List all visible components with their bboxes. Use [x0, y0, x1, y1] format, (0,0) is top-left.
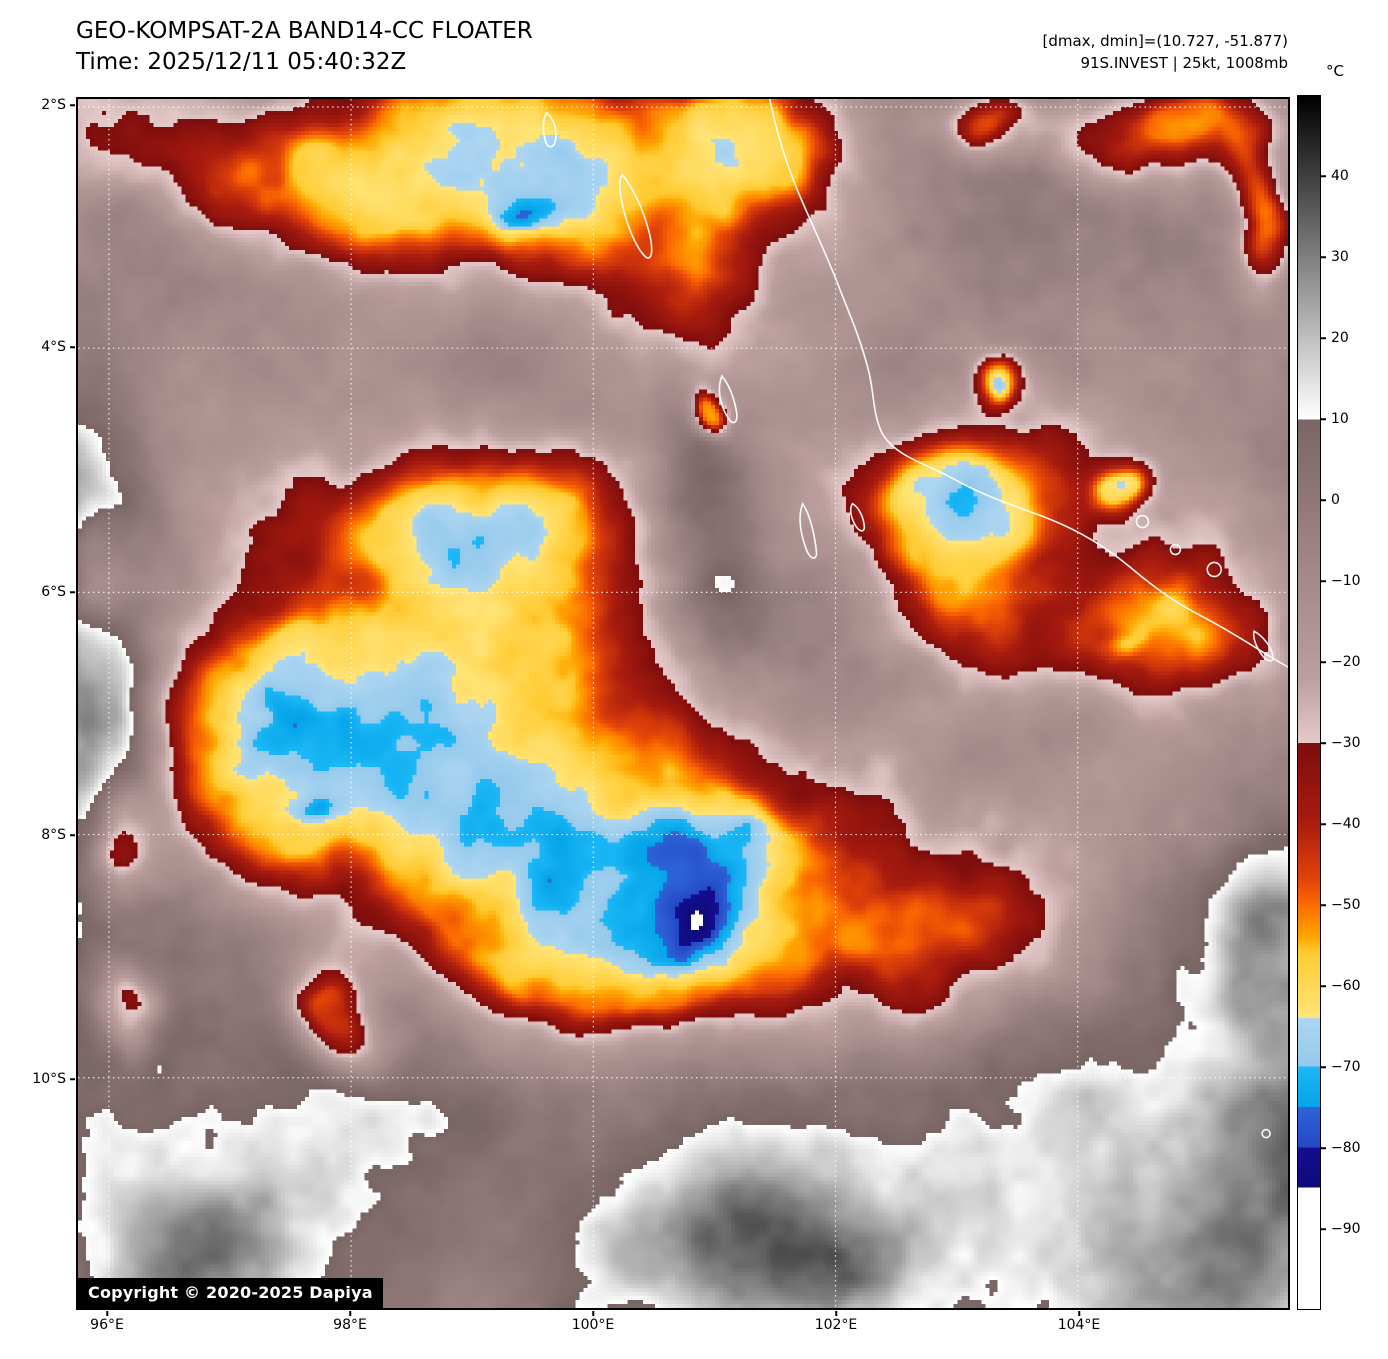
- colorbar-tick-label: 40: [1331, 168, 1349, 184]
- colorbar-tick-label: −10: [1331, 573, 1361, 589]
- lon-tick-label: 102°E: [814, 1317, 858, 1333]
- lon-axis-tick: [835, 1311, 837, 1316]
- colorbar-tick: [1321, 256, 1326, 258]
- satellite-imagery-canvas: [78, 99, 1288, 1308]
- lat-axis-tick: [70, 591, 75, 593]
- lat-tick-label: 6°S: [41, 584, 66, 600]
- range-info: [dmax, dmin]=(10.727, -51.877): [1042, 32, 1288, 50]
- colorbar-tick: [1321, 985, 1326, 987]
- colorbar-tick: [1321, 1066, 1326, 1068]
- lat-axis-tick: [70, 104, 75, 106]
- colorbar-tick: [1321, 580, 1326, 582]
- copyright-badge: Copyright © 2020-2025 Dapiya: [78, 1278, 383, 1308]
- colorbar-tick: [1321, 904, 1326, 906]
- colorbar-tick-label: −90: [1331, 1221, 1361, 1237]
- lat-axis-tick: [70, 346, 75, 348]
- colorbar-tick-label: −50: [1331, 897, 1361, 913]
- lat-tick-label: 2°S: [41, 97, 66, 113]
- colorbar-tick: [1321, 742, 1326, 744]
- colorbar-tick: [1321, 1228, 1326, 1230]
- colorbar-tick-label: 20: [1331, 330, 1349, 346]
- colorbar-tick-label: −70: [1331, 1059, 1361, 1075]
- colorbar-tick: [1321, 1147, 1326, 1149]
- lon-axis-tick: [106, 1311, 108, 1316]
- lon-tick-label: 100°E: [571, 1317, 615, 1333]
- colorbar-tick: [1321, 661, 1326, 663]
- lat-tick-label: 8°S: [41, 827, 66, 843]
- title-block: GEO-KOMPSAT-2A BAND14-CC FLOATER Time: 2…: [76, 16, 533, 78]
- lat-tick-label: 4°S: [41, 339, 66, 355]
- colorbar-unit-label: °C: [1326, 62, 1344, 80]
- colorbar-tick: [1321, 175, 1326, 177]
- storm-info: 91S.INVEST | 25kt, 1008mb: [1080, 54, 1288, 72]
- lon-axis-tick: [592, 1311, 594, 1316]
- lon-tick-label: 96°E: [90, 1317, 124, 1333]
- colorbar: [1297, 95, 1321, 1310]
- lon-tick-label: 104°E: [1057, 1317, 1101, 1333]
- colorbar-tick: [1321, 418, 1326, 420]
- colorbar-tick-label: −30: [1331, 735, 1361, 751]
- product-title: GEO-KOMPSAT-2A BAND14-CC FLOATER: [76, 18, 533, 44]
- lon-axis-tick: [349, 1311, 351, 1316]
- colorbar-tick-label: 30: [1331, 249, 1349, 265]
- colorbar-tick-label: −60: [1331, 978, 1361, 994]
- colorbar-tick-label: −20: [1331, 654, 1361, 670]
- colorbar-tick-label: −80: [1331, 1140, 1361, 1156]
- colorbar-tick: [1321, 499, 1326, 501]
- timestamp: Time: 2025/12/11 05:40:32Z: [76, 49, 407, 75]
- lat-axis-tick: [70, 1078, 75, 1080]
- lat-tick-label: 10°S: [32, 1071, 66, 1087]
- colorbar-tick-label: 0: [1331, 492, 1340, 508]
- colorbar-tick: [1321, 337, 1326, 339]
- colorbar-tick-label: 10: [1331, 411, 1349, 427]
- info-block: [dmax, dmin]=(10.727, -51.877) 91S.INVES…: [1043, 30, 1288, 74]
- colorbar-tick-label: −40: [1331, 816, 1361, 832]
- colorbar-tick: [1321, 823, 1326, 825]
- lon-tick-label: 98°E: [333, 1317, 367, 1333]
- map-frame: Copyright © 2020-2025 Dapiya: [76, 97, 1290, 1310]
- lon-axis-tick: [1078, 1311, 1080, 1316]
- lat-axis-tick: [70, 834, 75, 836]
